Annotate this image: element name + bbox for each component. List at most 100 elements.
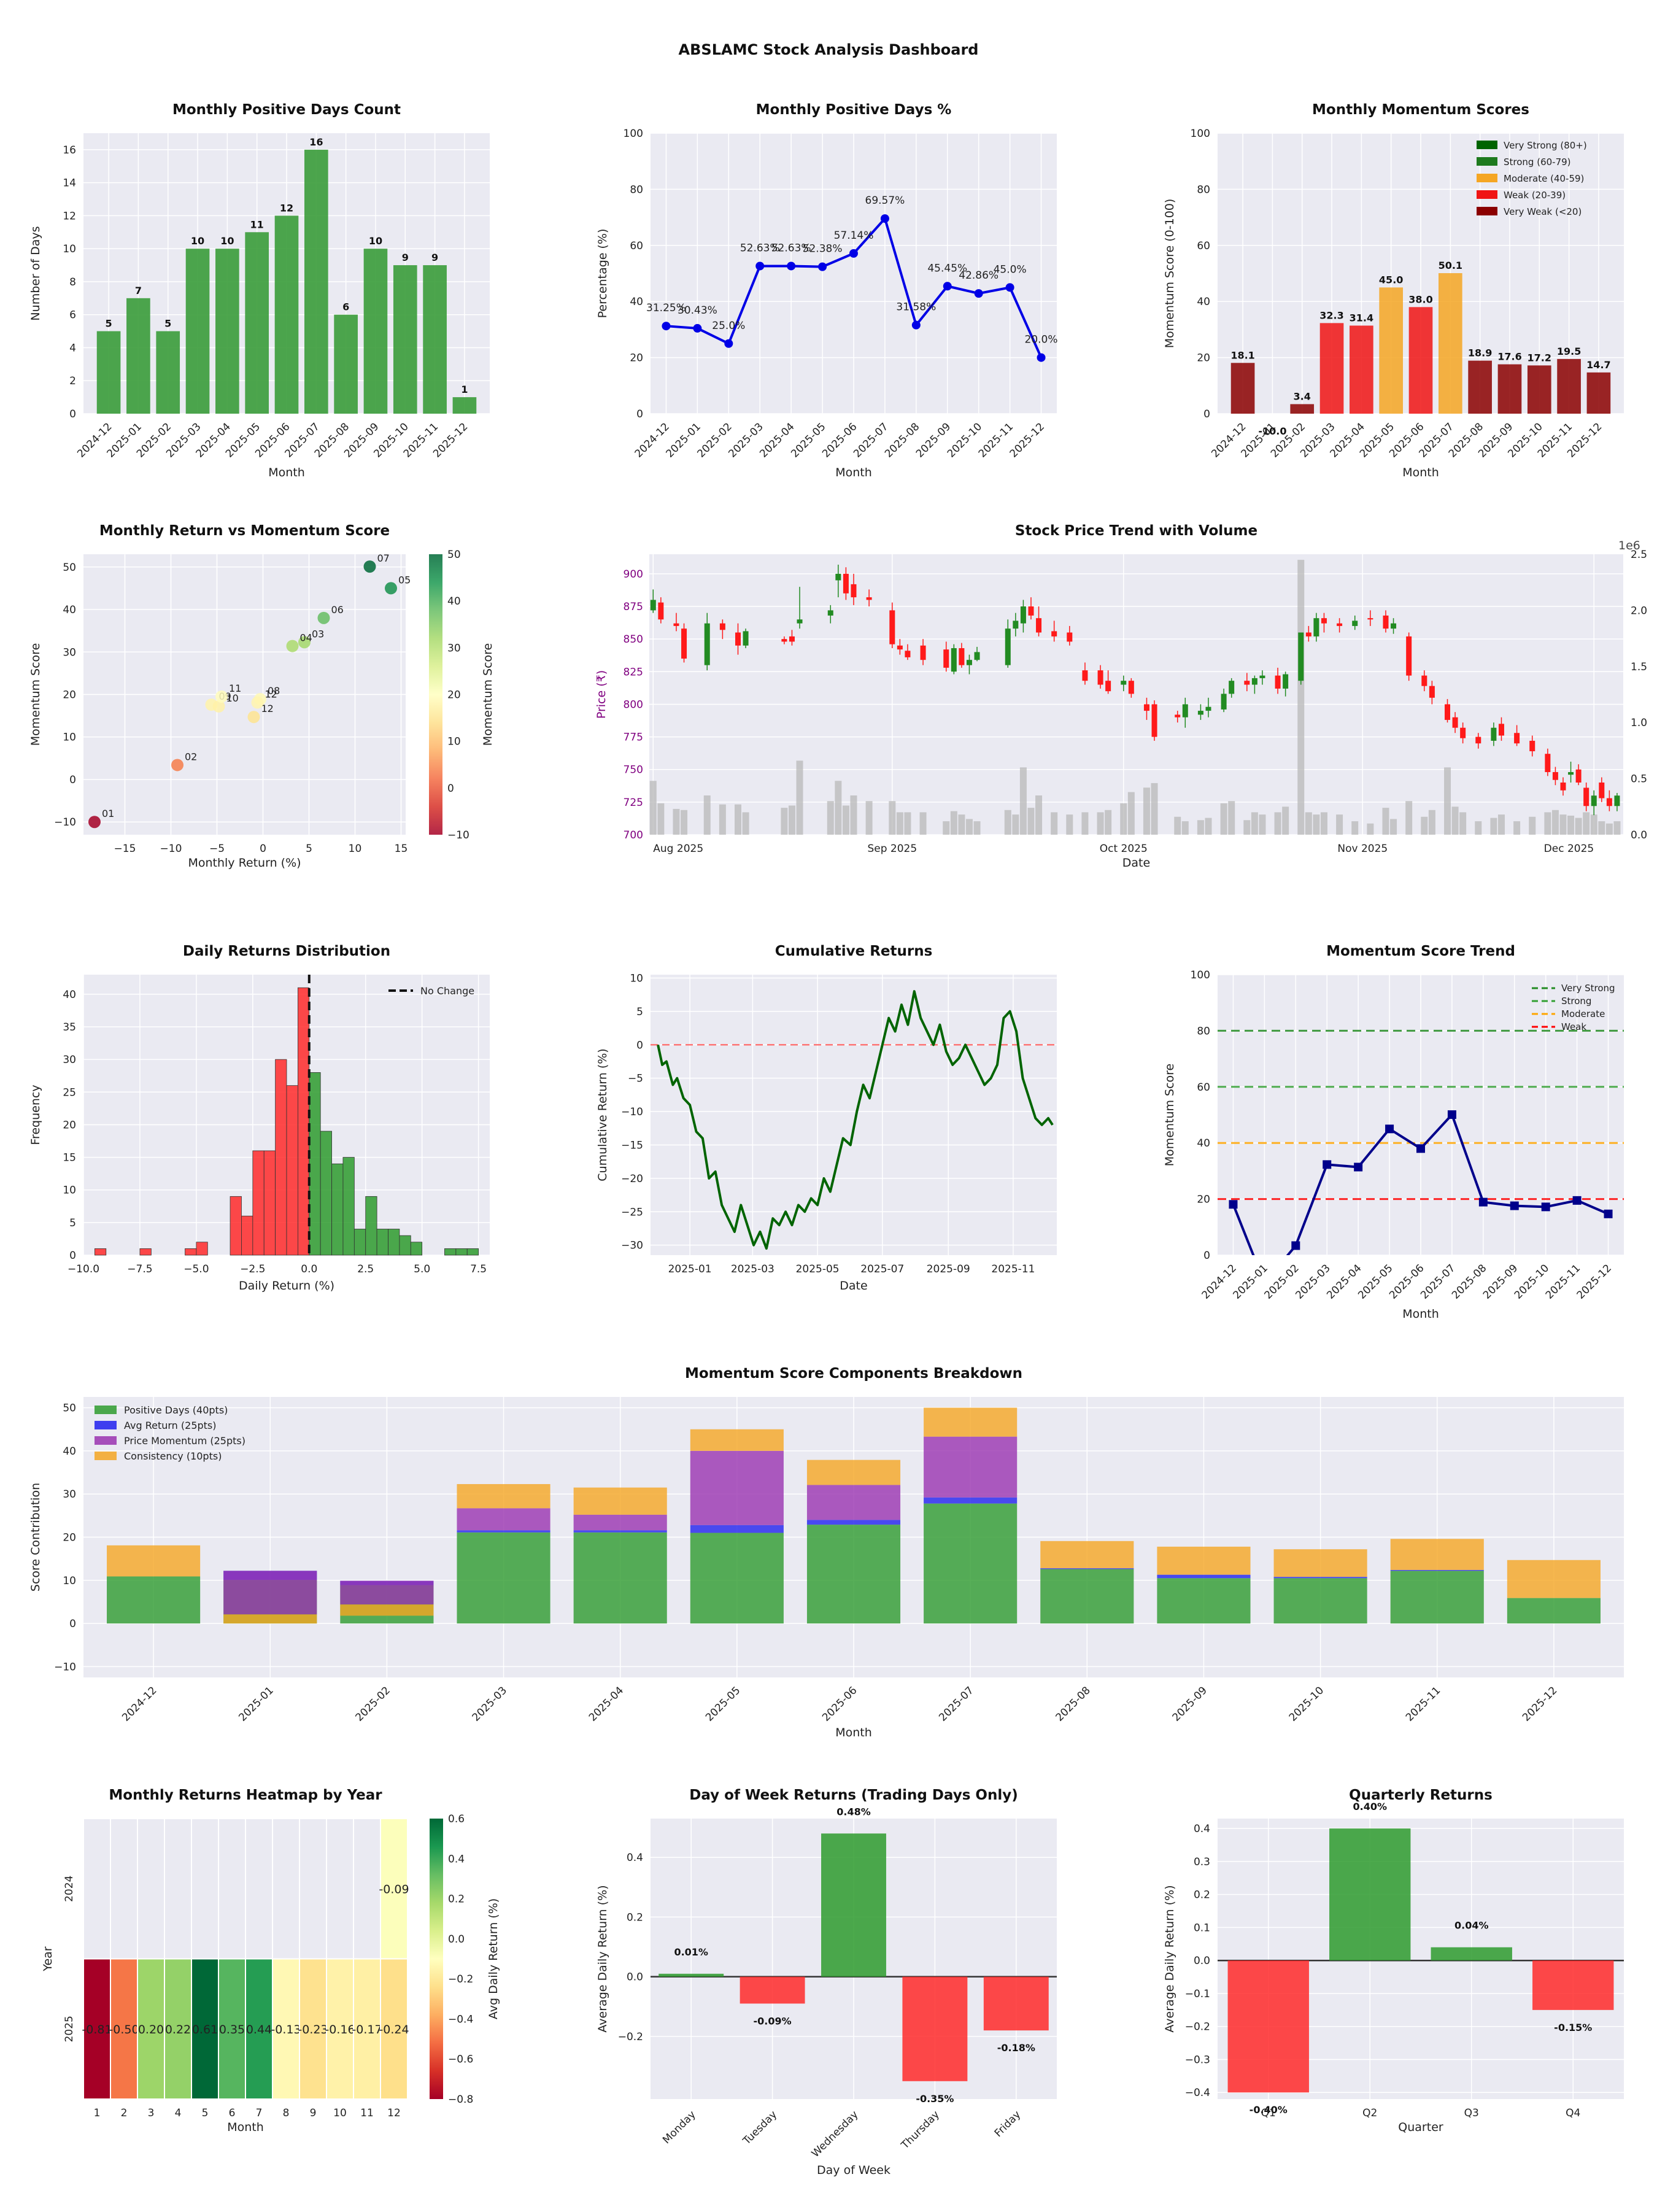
y-tick-label: 12 bbox=[63, 210, 76, 222]
bar bbox=[185, 249, 210, 414]
y-tick-label: 0.2 bbox=[627, 1911, 643, 1924]
volume-bar bbox=[1559, 814, 1567, 835]
heatmap-cell bbox=[83, 1818, 111, 1960]
x-tick-label: Sep 2025 bbox=[867, 843, 917, 855]
heatmap-cell bbox=[272, 1958, 300, 2100]
x-tick-label: 2025-10 bbox=[1287, 1684, 1326, 1723]
x-axis-label: Daily Return (%) bbox=[239, 1279, 334, 1293]
y-tick-label: −0.2 bbox=[1185, 2021, 1210, 2033]
volume-bar bbox=[781, 808, 788, 835]
stack-segment bbox=[573, 1487, 667, 1515]
candle-body bbox=[1205, 706, 1211, 711]
candle-body bbox=[1013, 621, 1019, 629]
volume-bar bbox=[1220, 803, 1227, 835]
stack-segment bbox=[107, 1545, 201, 1577]
bar bbox=[1379, 287, 1404, 414]
x-tick-label: 4 bbox=[175, 2107, 182, 2119]
colorbar-tick-label: 0 bbox=[447, 783, 454, 795]
stack-segment bbox=[924, 1436, 1018, 1498]
histogram-bar bbox=[286, 1085, 298, 1256]
stack-segment bbox=[1273, 1578, 1367, 1624]
volume-bar bbox=[657, 803, 665, 835]
x-tick-label: 2025-01 bbox=[668, 1263, 712, 1275]
x-tick-label: 2025-03 bbox=[731, 1263, 774, 1275]
data-label: 1 bbox=[461, 384, 468, 395]
cell-label: -0.13 bbox=[271, 2023, 301, 2036]
histogram-bar bbox=[388, 1229, 400, 1256]
candle-body bbox=[1460, 727, 1466, 738]
y-tick-label: 20 bbox=[63, 689, 76, 702]
data-label: 10 bbox=[369, 235, 382, 247]
y-tick-label: 825 bbox=[624, 666, 643, 678]
volume-bar bbox=[835, 781, 842, 835]
histogram-bar bbox=[297, 987, 310, 1256]
data-point bbox=[1385, 1124, 1394, 1134]
bar bbox=[96, 331, 121, 414]
scatter-point bbox=[317, 611, 330, 624]
candle-body bbox=[920, 645, 926, 660]
data-label: 31.58% bbox=[896, 301, 936, 314]
data-point bbox=[818, 262, 827, 271]
x-tick-label: 0.0 bbox=[301, 1263, 317, 1275]
volume-bar bbox=[1197, 820, 1204, 835]
x-tick-label: −10 bbox=[160, 843, 182, 855]
y-tick-label: 0 bbox=[1203, 408, 1210, 420]
data-label: 14.7 bbox=[1586, 359, 1610, 371]
colorbar-tick-label: 30 bbox=[447, 642, 461, 654]
histogram-bar bbox=[342, 1157, 355, 1256]
dow-chart: Day of Week Returns (Trading Days Only) D… bbox=[596, 1787, 1057, 2177]
volume-bar bbox=[1544, 812, 1551, 835]
y-tick-label: 20 bbox=[63, 1532, 76, 1544]
candle-body bbox=[1421, 675, 1427, 686]
candle-body bbox=[797, 619, 803, 624]
candle-body bbox=[1352, 621, 1358, 626]
x-tick-label: 6 bbox=[229, 2107, 236, 2119]
data-label: 11 bbox=[250, 218, 264, 230]
candle-body bbox=[1599, 782, 1605, 799]
stack-segment bbox=[1390, 1539, 1484, 1570]
data-label: 10 bbox=[191, 235, 204, 247]
x-axis-label: Date bbox=[1122, 856, 1150, 870]
legend-label: Strong (60-79) bbox=[1504, 157, 1571, 168]
x-tick-label: 2025-09 bbox=[927, 1263, 970, 1275]
data-label: -0.35% bbox=[916, 2093, 954, 2105]
legend-swatch bbox=[95, 1406, 117, 1414]
x-tick-label: Tuesday bbox=[740, 2108, 779, 2148]
candle-body bbox=[1298, 632, 1304, 681]
x-tick-label: Aug 2025 bbox=[653, 843, 703, 855]
x-tick-label: 15 bbox=[395, 843, 408, 855]
cell-label: -0.50 bbox=[109, 2023, 139, 2036]
volume-bar bbox=[1598, 821, 1605, 835]
volume-bar bbox=[1313, 814, 1320, 835]
candle-body bbox=[1121, 681, 1127, 685]
x-tick-label: Nov 2025 bbox=[1337, 843, 1388, 855]
volume-bar bbox=[1551, 810, 1559, 835]
volume-bar bbox=[919, 812, 927, 835]
y-tick-label: 25 bbox=[63, 1086, 76, 1099]
candle-body bbox=[1283, 674, 1289, 689]
y-tick-label: 0 bbox=[69, 408, 76, 420]
cell-label: -0.81 bbox=[82, 2023, 112, 2036]
candle-body bbox=[719, 623, 725, 630]
heatmap-cell bbox=[299, 1958, 327, 2100]
stack-segment bbox=[1040, 1568, 1134, 1569]
y-tick-label: 80 bbox=[1197, 184, 1210, 196]
stack-segment bbox=[924, 1407, 1018, 1437]
volume-bar bbox=[1567, 815, 1575, 835]
volume-bar bbox=[742, 812, 749, 835]
point-label: 12 bbox=[265, 689, 277, 700]
bar bbox=[1586, 372, 1611, 414]
data-label: -0.09% bbox=[754, 2015, 792, 2027]
histogram-bar bbox=[455, 1248, 468, 1256]
legend-swatch bbox=[1477, 157, 1497, 166]
y-tick-label: 5 bbox=[636, 1006, 643, 1018]
data-label: 32.3 bbox=[1319, 309, 1343, 321]
bar bbox=[821, 1833, 886, 1977]
candle-body bbox=[1568, 771, 1574, 775]
y-tick-label: 100 bbox=[1191, 969, 1210, 981]
x-tick-label: 2025-03 bbox=[470, 1684, 509, 1723]
stack-segment bbox=[107, 1576, 201, 1624]
x-tick-label: Wednesday bbox=[809, 2108, 861, 2160]
candle-body bbox=[1305, 632, 1311, 636]
data-point bbox=[1572, 1196, 1582, 1205]
